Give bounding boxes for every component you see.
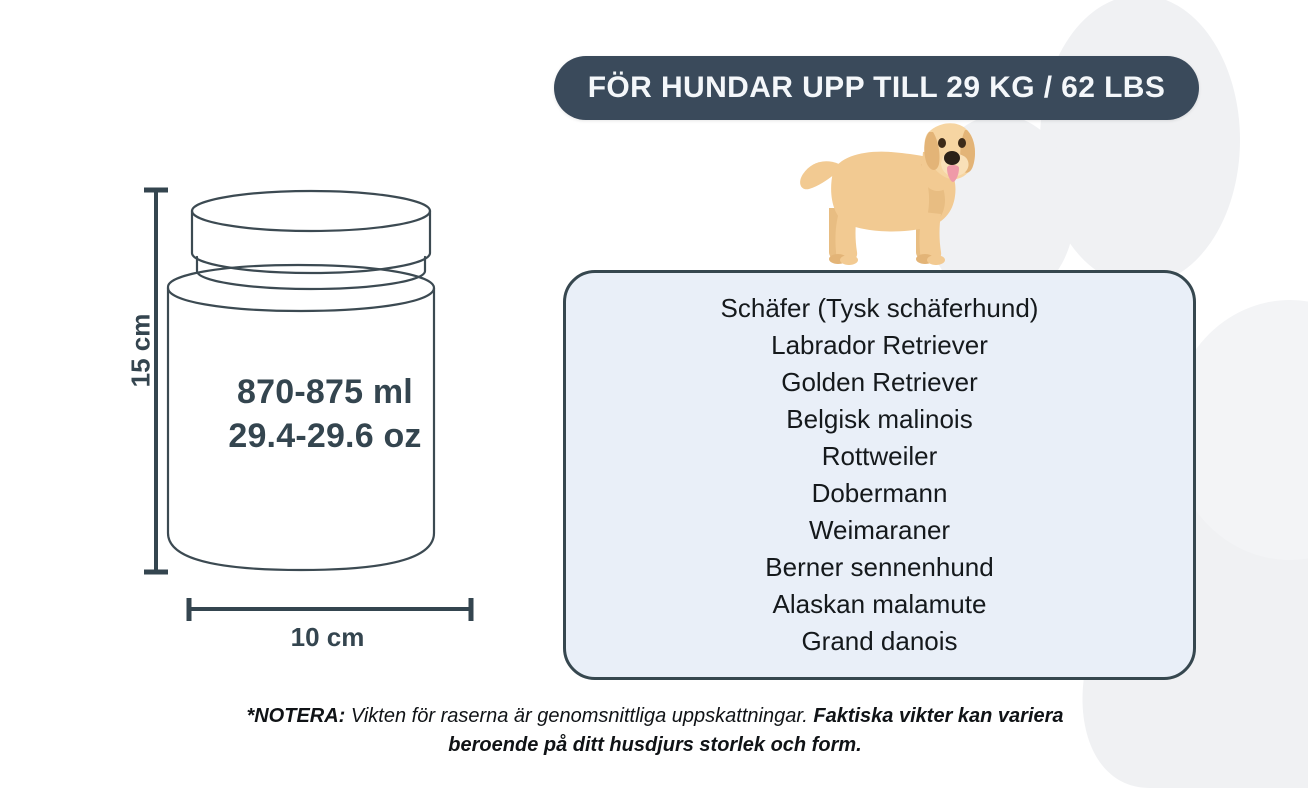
background-blob-top [1040, 0, 1240, 285]
height-dimension-line [144, 187, 168, 575]
footnote-emphasis-line2: beroende på ditt husdjurs storlek och fo… [448, 734, 862, 756]
supplement-jar-diagram [144, 187, 474, 621]
breed-list-item: Alaskan malamute [772, 589, 987, 619]
dog-eye-left [938, 138, 946, 148]
jar-lid-body [190, 209, 432, 275]
weight-range-badge: FÖR HUNDAR UPP TILL 29 KG / 62 LBS [554, 56, 1199, 120]
dog-front-leg-near [919, 212, 942, 259]
breed-list-item: Grand danois [801, 626, 958, 656]
dog-tail [800, 161, 842, 190]
breed-list-item: Golden Retriever [781, 367, 978, 397]
breed-list-item: Weimaraner [808, 515, 951, 545]
footnote-middle: Vikten för raserna är genomsnittliga upp… [345, 705, 814, 727]
weight-range-label: FÖR HUNDAR UPP TILL 29 KG / 62 LBS [587, 71, 1166, 104]
breed-list-item: Rottweiler [821, 441, 938, 471]
jar-height-label: 15 cm [125, 313, 156, 388]
breed-list-item: Dobermann [811, 478, 948, 508]
jar-volume-imperial: 29.4-29.6 oz [228, 417, 422, 455]
breed-list-panel: Schäfer (Tysk schäferhund) Labrador Retr… [563, 270, 1196, 680]
breed-list-item: Belgisk malinois [786, 404, 973, 434]
jar-neck [195, 255, 427, 291]
dog-paw-4 [927, 255, 945, 265]
dog-nose [944, 151, 960, 165]
footnote-lead: *NOTERA: [246, 705, 346, 727]
footnote-emphasis-line1: Faktiska vikter kan variera [813, 705, 1064, 727]
breed-list-item: Berner sennenhund [765, 552, 994, 582]
breed-list-item: Schäfer (Tysk schäferhund) [720, 293, 1039, 323]
jar-shoulder [166, 286, 436, 313]
breed-list-item: Labrador Retriever [771, 330, 988, 360]
golden-retriever-dog-icon [800, 123, 975, 265]
width-dimension-line [186, 598, 474, 621]
dog-eye-right [958, 138, 966, 148]
jar-width-label: 10 cm [290, 622, 365, 652]
jar-lid-top [190, 189, 432, 233]
jar-volume-labels: 870-875 ml 29.4-29.6 oz [190, 370, 460, 458]
jar-body [166, 263, 436, 572]
footnote-disclaimer: *NOTERA: Vikten för raserna är genomsnit… [120, 702, 1190, 760]
dog-paw-2 [840, 255, 858, 265]
jar-volume-metric: 870-875 ml [237, 373, 413, 411]
dog-hind-leg-near [835, 212, 858, 259]
